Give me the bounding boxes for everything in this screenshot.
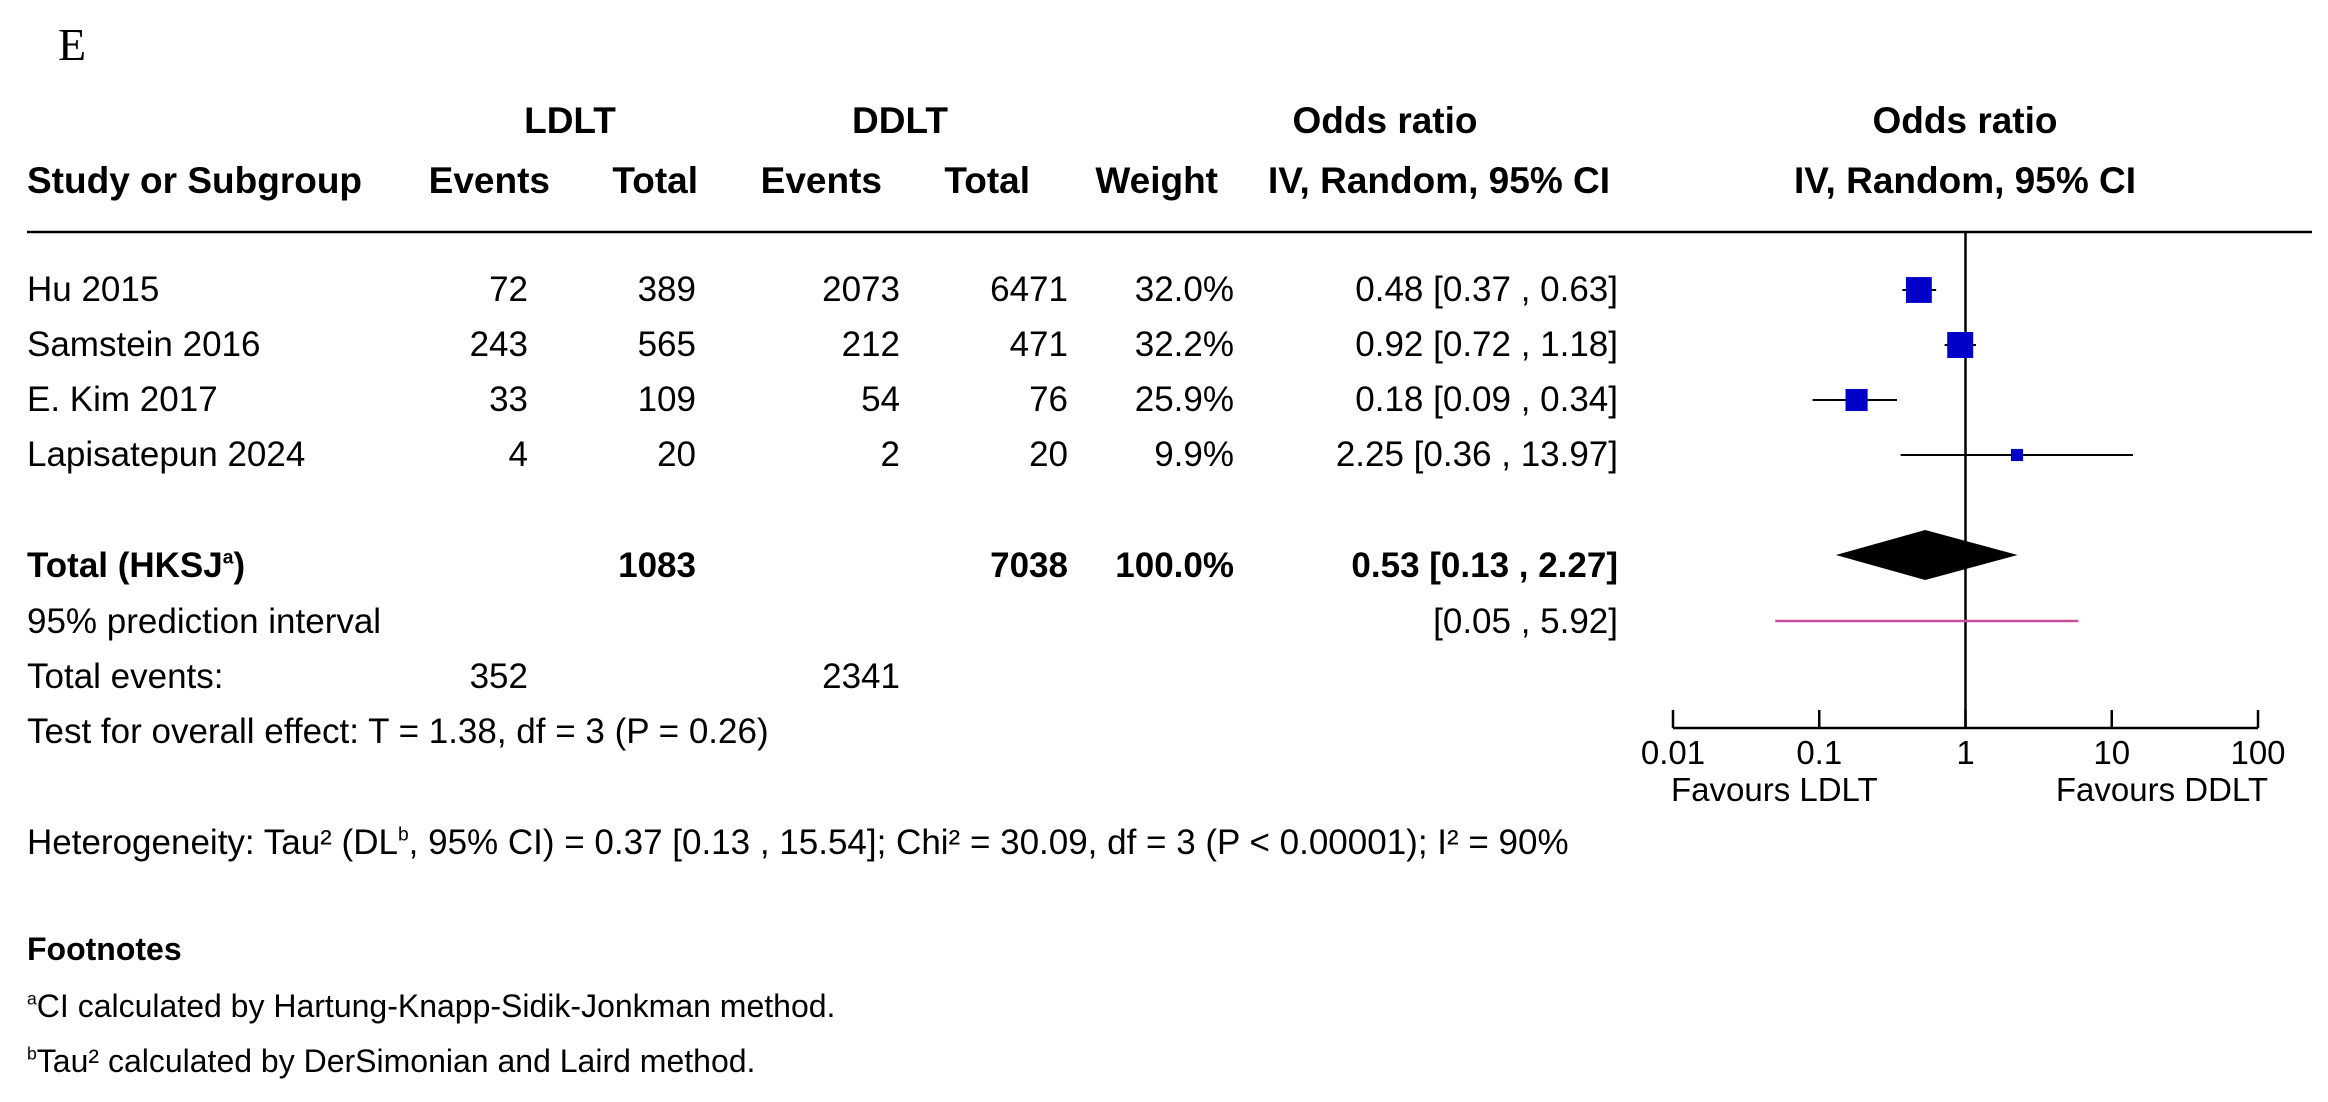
study-name: Hu 2015 bbox=[27, 270, 160, 309]
study-events2: 54 bbox=[861, 380, 900, 419]
study-name: E. Kim 2017 bbox=[27, 380, 218, 419]
study-total1: 565 bbox=[637, 325, 696, 364]
total1-column-header: Total bbox=[612, 160, 698, 201]
footnote-b: bTau² calculated by DerSimonian and Lair… bbox=[27, 1043, 756, 1079]
overall-effect-text: Test for overall effect: T = 1.38, df = … bbox=[27, 712, 769, 751]
study-events1: 4 bbox=[508, 435, 528, 474]
panel-label: E bbox=[58, 19, 87, 70]
study-total2: 76 bbox=[1029, 380, 1068, 419]
study-events1: 243 bbox=[469, 325, 528, 364]
study-ci-text: 0.92 [0.72 , 1.18] bbox=[1355, 325, 1618, 364]
study-total1: 389 bbox=[637, 270, 696, 309]
events1-column-header: Events bbox=[428, 160, 550, 201]
group1-header: LDLT bbox=[524, 100, 616, 141]
or-right-header: Odds ratio bbox=[1872, 100, 2058, 141]
study-total2: 6471 bbox=[990, 270, 1068, 309]
study-events2: 2 bbox=[880, 435, 900, 474]
prediction-ci-text: [0.05 , 5.92] bbox=[1433, 602, 1618, 641]
study-total1: 109 bbox=[637, 380, 696, 419]
x-axis-tick-label: 0.1 bbox=[1796, 734, 1842, 771]
method-right-header: IV, Random, 95% CI bbox=[1793, 160, 2136, 201]
study-weight: 9.9% bbox=[1154, 435, 1234, 474]
total-total2: 7038 bbox=[990, 546, 1068, 585]
study-weight: 32.0% bbox=[1134, 270, 1234, 309]
heterogeneity-text: Heterogeneity: Tau² (DLb, 95% CI) = 0.37… bbox=[27, 823, 1569, 862]
heterogeneity-footnote-mark: b bbox=[397, 824, 409, 846]
total2-column-header: Total bbox=[944, 160, 1030, 201]
study-events1: 72 bbox=[489, 270, 528, 309]
pooled-diamond bbox=[1835, 530, 2018, 580]
events2-column-header: Events bbox=[760, 160, 882, 201]
study-point bbox=[2010, 448, 2024, 462]
study-events2: 2073 bbox=[822, 270, 900, 309]
study-name: Samstein 2016 bbox=[27, 325, 261, 364]
study-events2: 212 bbox=[841, 325, 900, 364]
x-axis-tick-label: 10 bbox=[2093, 734, 2130, 771]
footnotes-title: Footnotes bbox=[27, 931, 182, 967]
study-ci-text: 0.18 [0.09 , 0.34] bbox=[1355, 380, 1618, 419]
study-events1: 33 bbox=[489, 380, 528, 419]
study-ci-text: 0.48 [0.37 , 0.63] bbox=[1355, 270, 1618, 309]
or-left-header: Odds ratio bbox=[1292, 100, 1478, 141]
study-total2: 471 bbox=[1009, 325, 1068, 364]
study-column-header: Study or Subgroup bbox=[27, 160, 363, 201]
favours-right-label: Favours DDLT bbox=[2056, 771, 2268, 808]
total-label-footnote-mark: a bbox=[222, 547, 234, 569]
study-ci-text: 2.25 [0.36 , 13.97] bbox=[1335, 435, 1618, 474]
study-point bbox=[1947, 332, 1974, 358]
footnote-a-mark: a bbox=[27, 988, 37, 1009]
footnote-b-mark: b bbox=[27, 1043, 37, 1064]
total-events2: 2341 bbox=[822, 657, 900, 696]
x-axis-tick-label: 1 bbox=[1956, 734, 1974, 771]
prediction-label: 95% prediction interval bbox=[27, 602, 382, 641]
total-label: Total (HKSJa) bbox=[27, 546, 246, 585]
total-ci-text: 0.53 [0.13 , 2.27] bbox=[1351, 546, 1618, 585]
group2-header: DDLT bbox=[852, 100, 948, 141]
total-total1: 1083 bbox=[618, 546, 696, 585]
weight-column-header: Weight bbox=[1095, 160, 1218, 201]
study-point bbox=[1905, 277, 1932, 303]
method-left-header: IV, Random, 95% CI bbox=[1267, 160, 1610, 201]
total-events1: 352 bbox=[469, 657, 528, 696]
study-weight: 32.2% bbox=[1134, 325, 1234, 364]
footnote-a: aCI calculated by Hartung-Knapp-Sidik-Jo… bbox=[27, 988, 836, 1024]
favours-left-label: Favours LDLT bbox=[1671, 771, 1878, 808]
total-weight: 100.0% bbox=[1115, 546, 1234, 585]
study-weight: 25.9% bbox=[1134, 380, 1234, 419]
total-events-label: Total events: bbox=[27, 657, 224, 696]
x-axis-tick-label: 100 bbox=[2230, 734, 2285, 771]
x-axis-tick-label: 0.01 bbox=[1641, 734, 1705, 771]
study-total1: 20 bbox=[657, 435, 696, 474]
study-name: Lapisatepun 2024 bbox=[27, 435, 306, 474]
study-point bbox=[1845, 388, 1868, 412]
study-total2: 20 bbox=[1029, 435, 1068, 474]
